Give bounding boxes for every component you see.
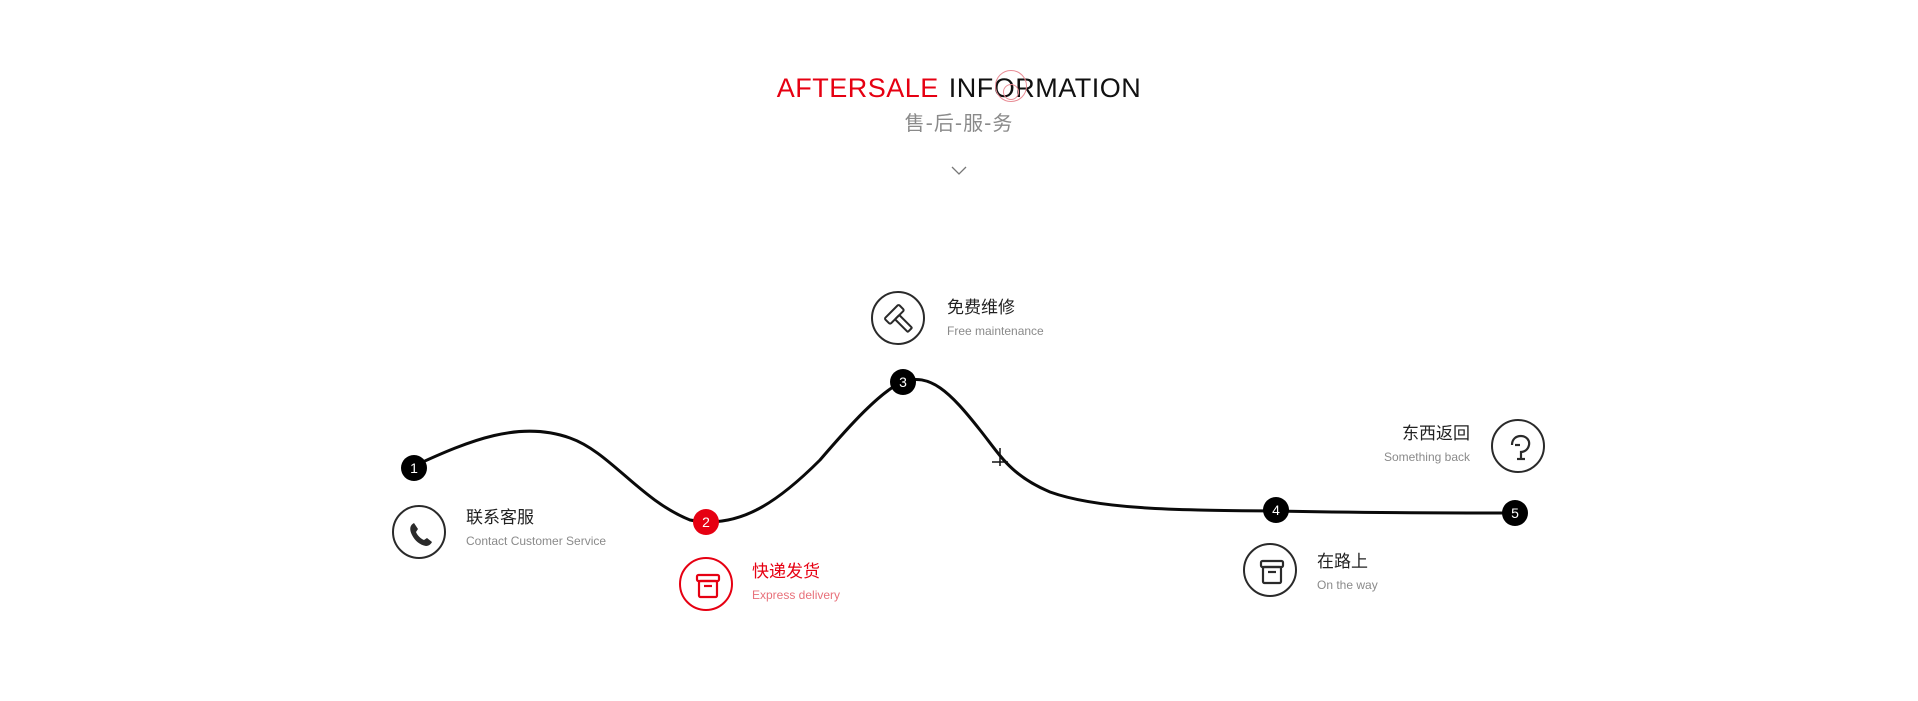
step-2-title: 快递发货 [752, 562, 820, 582]
step-4-label: 在路上 On the way [1317, 550, 1378, 594]
step-node-1[interactable]: 1 [401, 455, 427, 481]
decorative-ring-icon [995, 70, 1027, 102]
step-3-icon-badge[interactable] [871, 291, 925, 345]
step-4-title: 在路上 [1317, 552, 1368, 572]
title-main: INFORMATION [948, 73, 1142, 103]
step-1-title: 联系客服 [466, 508, 534, 528]
chevron-down-icon [951, 166, 967, 175]
section-title: AFTERSALE INFORMATION [0, 70, 1918, 106]
step-3-title: 免费维修 [947, 298, 1015, 318]
section-header: AFTERSALE INFORMATION 售-后-服-务 [0, 70, 1918, 136]
step-5-icon-badge[interactable] [1491, 419, 1545, 473]
pin-icon [1510, 434, 1531, 461]
step-4-subtitle: On the way [1317, 578, 1378, 592]
step-node-4[interactable]: 4 [1263, 497, 1289, 523]
step-node-3[interactable]: 3 [890, 369, 916, 395]
step-5-subtitle: Something back [1383, 450, 1470, 464]
step-node-2[interactable]: 2 [693, 509, 719, 535]
step-node-5[interactable]: 5 [1502, 500, 1528, 526]
step-3-label: 免费维修 Free maintenance [947, 296, 1044, 340]
cursor-marker-icon [992, 448, 1008, 466]
step-3-subtitle: Free maintenance [947, 324, 1044, 338]
phone-icon [410, 523, 432, 546]
step-1-subtitle: Contact Customer Service [466, 534, 607, 548]
section-subtitle: 售-后-服-务 [904, 111, 1014, 135]
step-5-label: 东西返回 Something back [1352, 422, 1470, 466]
hammer-icon [884, 304, 913, 333]
step-1-icon-badge[interactable] [392, 505, 446, 559]
step-1-label: 联系客服 Contact Customer Service [466, 506, 606, 550]
step-2-subtitle: Express delivery [752, 588, 841, 602]
step-2-label: 快递发货 Express delivery [752, 560, 840, 604]
box-icon [695, 573, 721, 599]
step-2-icon-badge[interactable] [679, 557, 733, 611]
step-4-icon-badge[interactable] [1243, 543, 1297, 597]
title-highlight: AFTERSALE [776, 73, 939, 103]
step-5-title: 东西返回 [1402, 424, 1470, 444]
box-icon [1259, 559, 1285, 585]
decorative-ring-inner-icon [1003, 84, 1019, 100]
